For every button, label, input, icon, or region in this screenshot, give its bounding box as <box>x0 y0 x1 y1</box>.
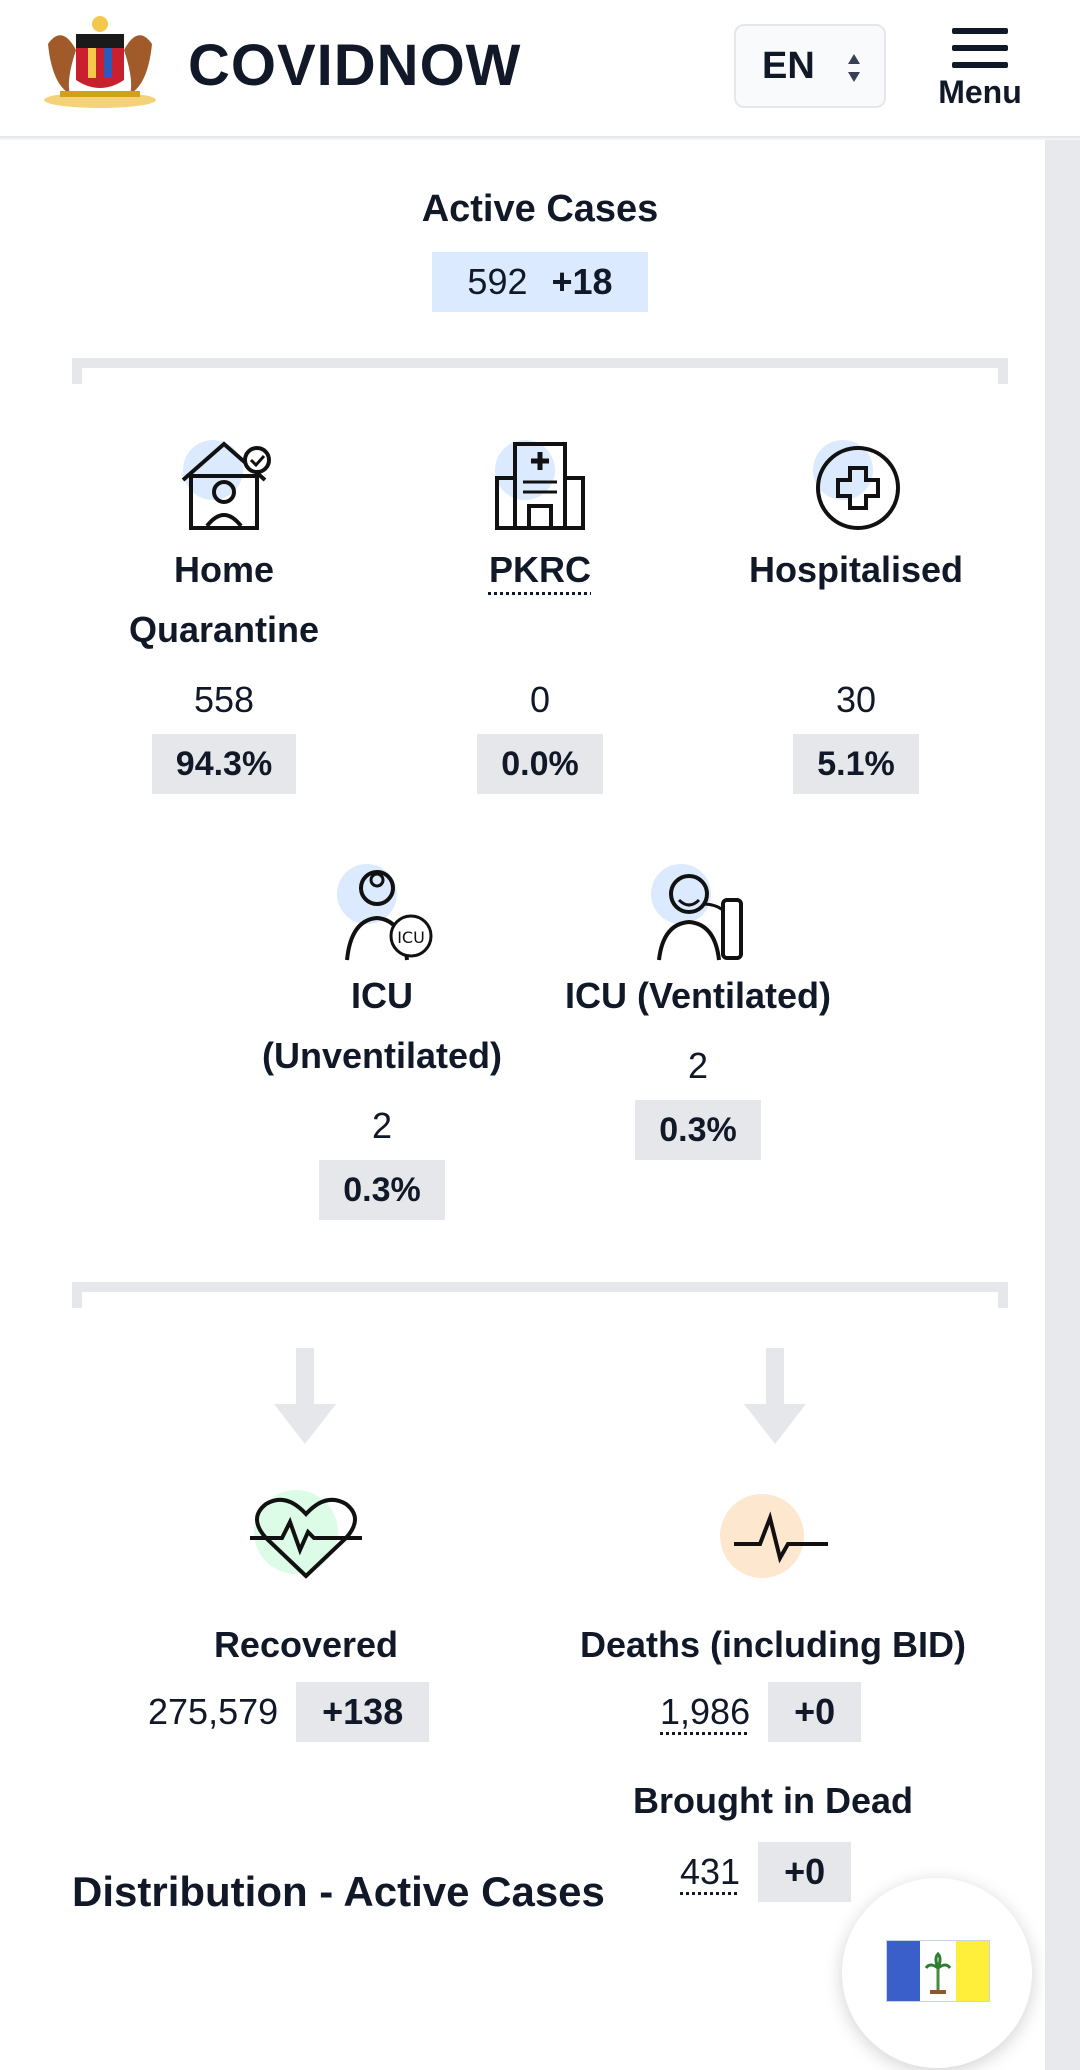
recovered-delta: +138 <box>296 1682 430 1742</box>
active-cases-pill: 592 +18 <box>432 252 648 312</box>
distribution-heading: Distribution - Active Cases <box>72 1868 605 1915</box>
deaths-row: 1,986 +0 <box>660 1682 862 1742</box>
recovered-row: 275,579 +138 <box>148 1682 430 1742</box>
medical-cross-icon <box>813 440 900 530</box>
language-select[interactable]: EN <box>734 24 886 108</box>
stat-label: ICU (Ventilated) <box>564 975 832 1016</box>
down-arrow-icon <box>274 1348 336 1444</box>
coat-of-arms-logo[interactable] <box>36 14 164 110</box>
recovered-value: 275,579 <box>148 1691 279 1732</box>
divider-bracket <box>72 1282 1008 1308</box>
hamburger-icon <box>952 28 1008 68</box>
page-gutter <box>1045 140 1080 2070</box>
bid-delta: +0 <box>758 1842 852 1902</box>
active-cases-card: Active Cases 592 +18 Home Quarantine 558… <box>0 140 1045 2070</box>
state-flag-button[interactable] <box>842 1878 1032 2068</box>
bid-label: Brought in Dead <box>633 1780 913 1821</box>
stat-label: Home Quarantine <box>128 549 320 650</box>
patient-ventilator-icon <box>651 864 743 961</box>
pulse-line-icon <box>720 1494 828 1578</box>
brand-title[interactable]: COVIDNOW <box>188 33 522 98</box>
bid-row: 431 +0 <box>680 1842 852 1902</box>
deaths-delta: +0 <box>768 1682 862 1742</box>
stat-count: 0 <box>529 679 551 720</box>
bid-value[interactable]: 431 <box>680 1851 741 1892</box>
language-value: EN <box>762 44 815 87</box>
deaths-value[interactable]: 1,986 <box>660 1691 751 1732</box>
app-header: COVIDNOW EN Menu <box>0 0 1080 138</box>
stat-label: Hospitalised <box>748 549 964 590</box>
svg-text:ICU: ICU <box>397 928 425 947</box>
stat-percent: 0.0% <box>477 734 603 794</box>
recovered-label: Recovered <box>213 1624 399 1665</box>
stat-count: 558 <box>193 679 255 720</box>
stat-label[interactable]: PKRC <box>488 549 591 590</box>
menu-label: Menu <box>938 74 1022 110</box>
stat-hospitalised: Hospitalised 30 5.1% <box>716 430 996 794</box>
stat-home-quarantine: Home Quarantine 558 94.3% <box>94 430 354 794</box>
active-cases-value: 592 <box>467 261 528 302</box>
deaths-label: Deaths (including BID) <box>580 1624 966 1665</box>
doctor-icu-icon: ICU <box>337 864 433 961</box>
divider-bracket <box>72 358 1008 384</box>
stat-percent: 5.1% <box>793 734 919 794</box>
stat-percent: 0.3% <box>635 1100 761 1160</box>
stat-count: 2 <box>371 1105 393 1146</box>
stat-icu-unventilated: ICU ICU (Unventilated) 2 0.3% <box>232 856 532 1220</box>
hospital-building-icon <box>495 440 585 530</box>
stat-icu-ventilated: ICU (Ventilated) 2 0.3% <box>548 856 848 1160</box>
stat-percent: 0.3% <box>319 1160 445 1220</box>
stat-count: 30 <box>835 679 877 720</box>
heartbeat-icon <box>250 1490 362 1579</box>
stat-label: ICU (Unventilated) <box>261 975 502 1076</box>
stat-pkrc: PKRC 0 0.0% <box>410 430 670 794</box>
active-cases-title: Active Cases <box>421 188 659 230</box>
stat-count: 2 <box>687 1045 709 1086</box>
home-quarantine-icon <box>181 440 271 530</box>
down-arrow-icon <box>744 1348 806 1444</box>
state-flag-icon <box>886 1940 990 2002</box>
menu-button[interactable]: Menu <box>920 26 1040 124</box>
stat-percent: 94.3% <box>151 734 297 794</box>
sort-caret-icon <box>848 54 860 82</box>
active-cases-delta: +18 <box>551 261 613 302</box>
